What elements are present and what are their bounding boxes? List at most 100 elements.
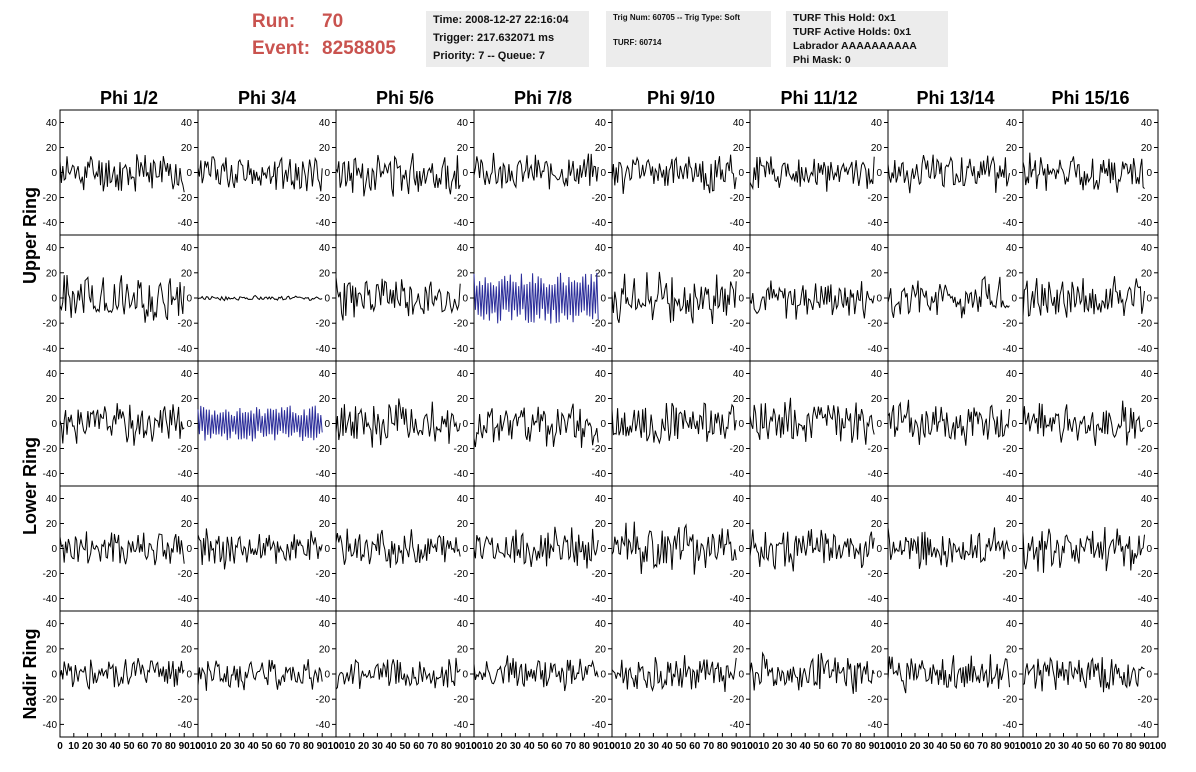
waveform-trace [749, 651, 875, 694]
y-tick-label: -20 [178, 569, 193, 580]
x-tick-label: 80 [990, 741, 1002, 752]
x-tick-label: 30 [648, 741, 660, 752]
x-tick-label: 50 [399, 741, 411, 752]
y-tick-label: 40 [733, 118, 745, 129]
trig-info-box: Trig Num: 60705 -- Trig Type: Soft TURF:… [606, 11, 771, 67]
waveform-trace [197, 294, 323, 302]
x-tick-label: 70 [289, 741, 301, 752]
waveform-trace [887, 399, 1010, 446]
y-tick-label: 0 [51, 670, 57, 681]
x-tick-label: 10 [482, 741, 494, 752]
y-tick-label: 0 [186, 544, 192, 555]
y-tick-label: -20 [1138, 319, 1153, 330]
x-tick-label: 90 [317, 741, 329, 752]
y-tick-label: -20 [868, 319, 883, 330]
y-tick-label: -20 [592, 319, 607, 330]
y-tick-label: -40 [43, 218, 58, 229]
x-tick-label: 30 [96, 741, 108, 752]
x-tick-label: 30 [372, 741, 384, 752]
panel-frame [473, 360, 613, 487]
waveform-trace [611, 655, 737, 693]
y-tick-label: 0 [186, 670, 192, 681]
y-tick-label: -20 [316, 444, 331, 455]
y-tick-label: 0 [600, 544, 606, 555]
x-tick-label: 90 [455, 741, 467, 752]
waveform-trace [887, 526, 1010, 569]
y-tick-label: -20 [43, 695, 58, 706]
y-tick-label: 20 [46, 268, 58, 279]
y-tick-label: 0 [600, 419, 606, 430]
y-tick-label: 40 [46, 243, 58, 254]
column-header: Phi 3/4 [238, 88, 296, 108]
y-tick-label: 20 [733, 519, 745, 530]
y-tick-label: 20 [319, 143, 331, 154]
y-tick-label: 20 [1141, 394, 1153, 405]
panel-frame [335, 610, 475, 738]
waveform-trace [197, 156, 323, 192]
waveform-trace [473, 655, 599, 692]
y-tick-label: 20 [1006, 143, 1018, 154]
y-tick-label: 20 [457, 143, 469, 154]
waveform-trace [749, 397, 875, 445]
y-tick-label: 40 [457, 369, 469, 380]
y-tick-label: 20 [46, 519, 58, 530]
panel-frame [197, 610, 337, 738]
waveform-trace [59, 154, 185, 193]
waveform-trace [59, 274, 185, 323]
y-tick-label: 0 [324, 294, 330, 305]
x-tick-label: 30 [923, 741, 935, 752]
x-tick-label: 10 [68, 741, 80, 752]
y-tick-label: 20 [319, 519, 331, 530]
x-tick-label: 20 [358, 741, 370, 752]
y-tick-label: 20 [595, 644, 607, 655]
y-tick-label: -20 [316, 193, 331, 204]
x-tick-label: 20 [634, 741, 646, 752]
y-tick-label: 40 [181, 118, 193, 129]
y-tick-label: 20 [595, 394, 607, 405]
y-tick-label: 20 [595, 268, 607, 279]
y-tick-label: -20 [592, 569, 607, 580]
y-tick-label: 0 [1146, 670, 1152, 681]
y-tick-label: -20 [730, 319, 745, 330]
y-tick-label: 0 [1146, 168, 1152, 179]
y-tick-label: -20 [43, 319, 58, 330]
x-tick-label: 30 [234, 741, 246, 752]
x-tick-label: 90 [731, 741, 743, 752]
x-tick-label: 30 [786, 741, 798, 752]
y-tick-label: -40 [1003, 720, 1018, 731]
y-tick-label: 20 [46, 644, 58, 655]
waveform-trace [197, 528, 323, 570]
y-tick-label: -40 [178, 594, 193, 605]
y-tick-label: -20 [43, 193, 58, 204]
y-tick-label: 20 [733, 644, 745, 655]
y-tick-label: -20 [730, 444, 745, 455]
y-tick-label: -40 [43, 469, 58, 480]
x-tick-label: 80 [303, 741, 315, 752]
y-tick-label: 40 [1141, 619, 1153, 630]
y-tick-label: -40 [43, 720, 58, 731]
x-tick-label: 100 [1015, 741, 1032, 752]
y-tick-label: 0 [876, 294, 882, 305]
y-tick-label: 40 [457, 494, 469, 505]
x-tick-label: 80 [579, 741, 591, 752]
y-tick-label: -20 [316, 319, 331, 330]
y-tick-label: 40 [595, 494, 607, 505]
y-tick-label: 20 [457, 394, 469, 405]
x-tick-label: 0 [747, 741, 753, 752]
y-tick-label: 20 [1006, 268, 1018, 279]
waveform-trace [611, 271, 737, 325]
y-tick-label: 40 [595, 369, 607, 380]
y-tick-label: -40 [1003, 594, 1018, 605]
waveform-trace [1022, 400, 1145, 446]
y-tick-label: 40 [319, 619, 331, 630]
y-tick-label: 40 [319, 243, 331, 254]
y-tick-label: -40 [868, 720, 883, 731]
x-tick-label: 70 [841, 741, 853, 752]
x-tick-label: 0 [1020, 741, 1026, 752]
y-tick-label: -40 [178, 469, 193, 480]
x-tick-label: 60 [827, 741, 839, 752]
y-tick-label: -40 [730, 344, 745, 355]
y-tick-label: 20 [871, 143, 883, 154]
y-tick-label: 20 [319, 394, 331, 405]
y-tick-label: 40 [457, 118, 469, 129]
